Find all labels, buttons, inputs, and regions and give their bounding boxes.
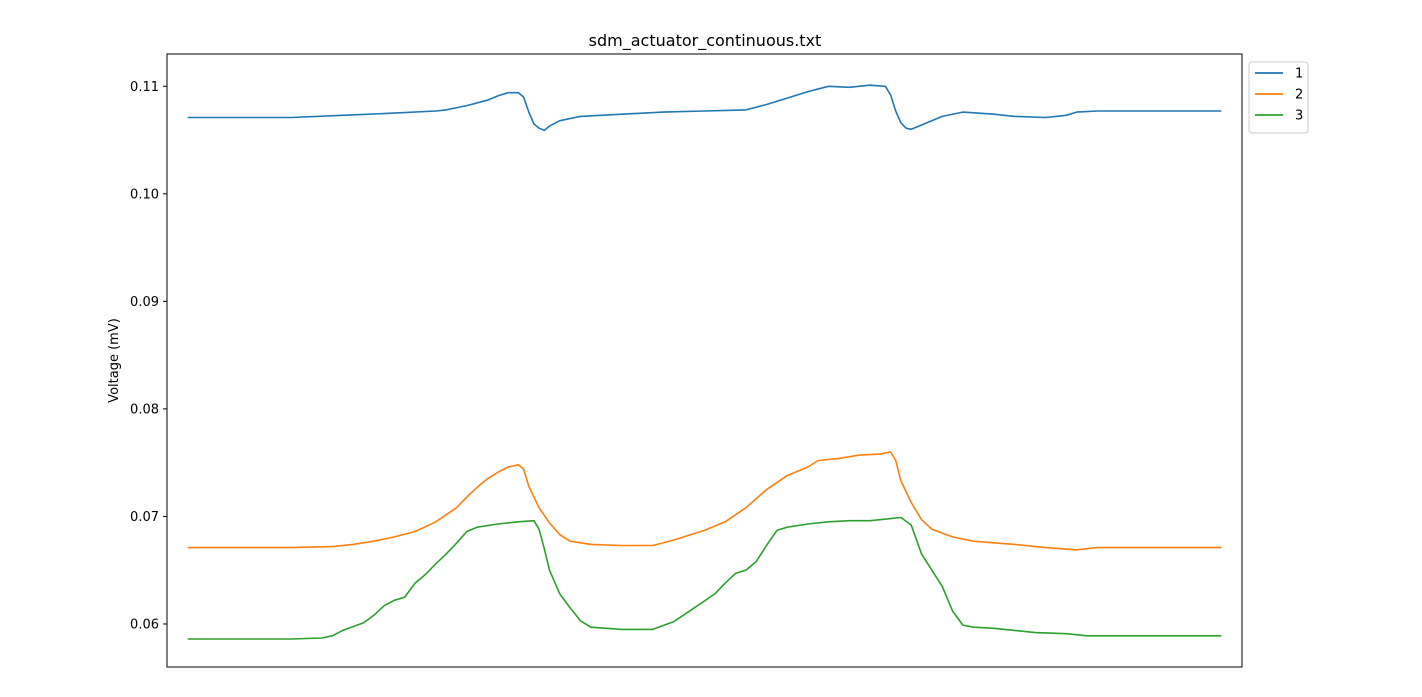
y-axis: 0.06 0.07 0.08 0.09 0.10 0.11 <box>130 80 167 632</box>
y-tick-label-3: 0.09 <box>130 295 159 310</box>
y-tick-label-1: 0.07 <box>130 510 159 525</box>
series-line-3 <box>187 516 1222 640</box>
y-tick-label-4: 0.10 <box>130 187 159 202</box>
series-line-1 <box>187 84 1222 132</box>
y-axis-label: Voltage (mV) <box>107 318 122 403</box>
y-tick-label-0: 0.06 <box>130 617 159 632</box>
legend-label-2: 2 <box>1295 88 1303 103</box>
legend: 1 2 3 <box>1248 61 1309 134</box>
y-tick-label-2: 0.08 <box>130 402 159 417</box>
series-layer <box>187 84 1222 640</box>
plot-frame <box>166 53 1243 668</box>
legend-label-3: 3 <box>1295 109 1303 124</box>
chart-title: sdm_actuator_continuous.txt <box>589 31 822 51</box>
y-tick-label-5: 0.11 <box>130 80 159 95</box>
legend-label-1: 1 <box>1295 67 1303 82</box>
series-line-2 <box>187 451 1222 551</box>
